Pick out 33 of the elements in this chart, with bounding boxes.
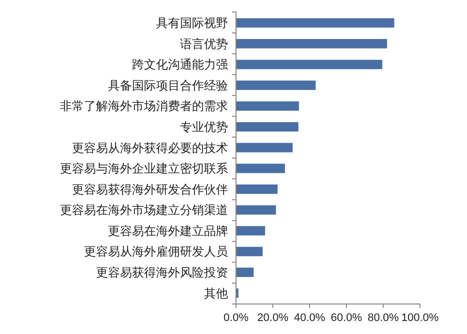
y-tick-label: 专业优势 — [180, 120, 228, 134]
y-tick-label: 具备国际项目合作经验 — [108, 78, 228, 92]
y-tick-label: 非常了解海外市场消费者的需求 — [60, 99, 228, 114]
bar — [236, 268, 254, 277]
bar — [236, 246, 263, 256]
bar — [236, 122, 298, 132]
y-tick-label: 更容易获得海外风险投资 — [96, 266, 228, 280]
x-tick-label: 40.0% — [294, 312, 326, 324]
bar — [236, 142, 293, 152]
bar — [236, 60, 382, 70]
bar — [236, 101, 299, 111]
y-tick-label: 具有国际视野 — [156, 16, 228, 30]
x-tick-label: 60.0% — [330, 312, 362, 324]
y-tick-label: 更容易从海外雇佣研发人员 — [84, 244, 228, 259]
bar — [236, 184, 278, 194]
bar — [236, 205, 276, 215]
x-tick-label: 100.0% — [401, 312, 439, 324]
y-tick-label: 跨文化沟通能力强 — [132, 58, 228, 72]
bar — [236, 39, 388, 48]
bar — [236, 80, 316, 90]
y-tick-label: 更容易与海外企业建立密切联系 — [60, 162, 228, 176]
y-tick-label: 更容易从海外获得必要的技术 — [72, 140, 228, 155]
bar — [236, 164, 285, 174]
y-tick-label: 更容易在海外市场建立分销渠道 — [60, 203, 228, 218]
bar — [236, 226, 266, 236]
y-tick-label: 语言优势 — [180, 36, 228, 51]
x-tick-label: 0.0% — [223, 312, 249, 324]
bar — [236, 18, 394, 28]
y-tick-label: 其他 — [204, 286, 228, 300]
y-tick-label: 更容易在海外建立品牌 — [108, 224, 228, 238]
x-tick-label: 80.0% — [368, 312, 400, 324]
y-tick-label: 更容易获得海外研发合作伙伴 — [72, 182, 228, 196]
x-tick-label: 20.0% — [257, 312, 289, 324]
